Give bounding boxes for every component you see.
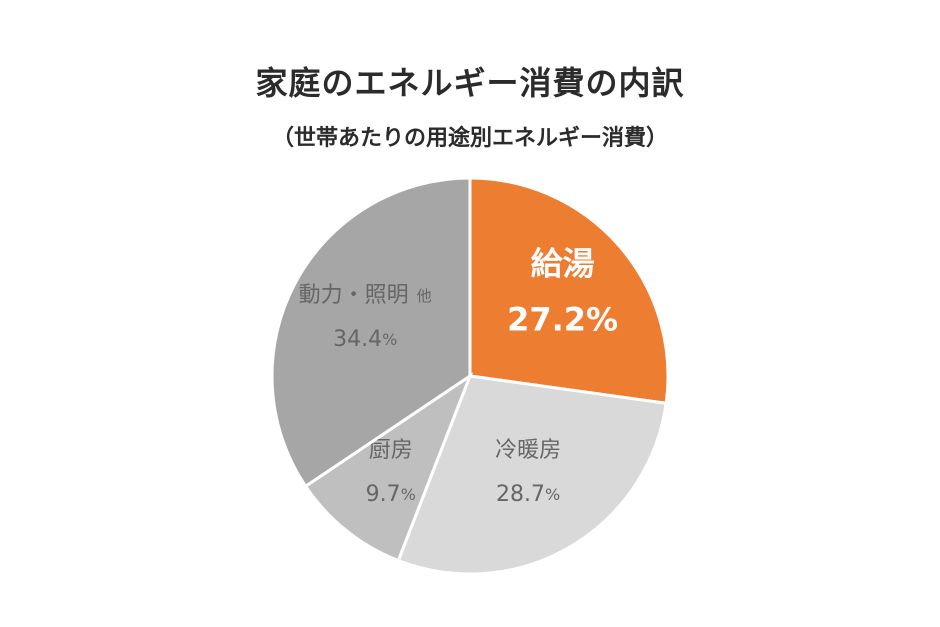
slice-value-2: 9.7% (366, 482, 416, 507)
chart-subtitle: （世帯あたりの用途別エネルギー消費） (271, 126, 668, 151)
slice-label-3: 動力・照明他 (299, 283, 432, 308)
slice-label-suffix-3: 他 (417, 287, 432, 305)
slice-label-1: 冷暖房 (495, 438, 561, 463)
slice-label-2: 厨房 (369, 438, 413, 463)
slice-value-0: 27.2% (507, 300, 618, 338)
pie-slice-0 (468, 176, 670, 405)
slice-value-1: 28.7% (496, 482, 560, 507)
slice-value-3: 34.4% (333, 327, 397, 352)
pie-slice-3 (270, 176, 472, 489)
slice-label-0: 給湯 (531, 244, 595, 282)
chart-title: 家庭のエネルギー消費の内訳 (255, 64, 685, 102)
pie-slice-1 (396, 374, 668, 576)
pie-slice-2 (303, 372, 474, 563)
